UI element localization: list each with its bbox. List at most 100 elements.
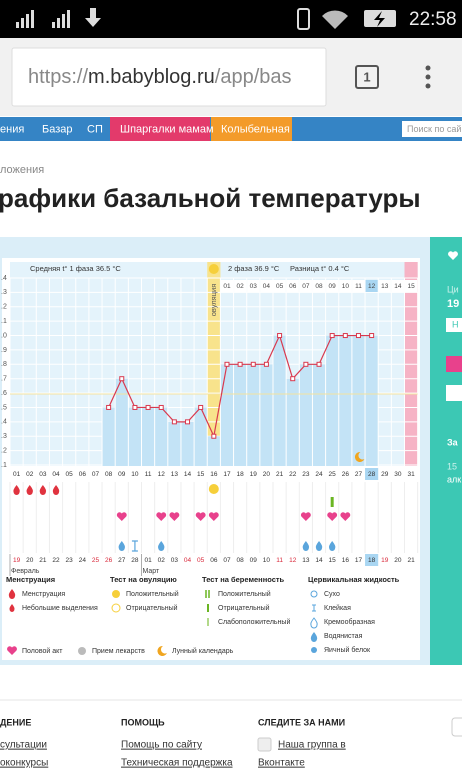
temperature-point [132, 404, 138, 410]
temperature-point [198, 404, 204, 410]
search-box[interactable] [402, 121, 462, 137]
x-tick-label: 02 [26, 471, 34, 478]
x-tick-label: 10 [131, 471, 139, 478]
x-tick-label: 20 [263, 471, 271, 478]
temperature-column [180, 421, 195, 466]
sidebar-heart [448, 251, 458, 260]
nav-item[interactable]: Базар [42, 123, 73, 135]
status-icons [16, 8, 396, 30]
temperature-column [325, 335, 339, 466]
legend-item: Отрицательный [218, 604, 270, 612]
y-tick-label: .7 [1, 376, 7, 383]
sidebar-text: За [447, 437, 459, 447]
temperature-column [141, 407, 155, 466]
clock: 22:58 [409, 9, 457, 30]
phase2-day-cell [352, 280, 365, 292]
footer-title: СЛЕДИТЕ ЗА НАМИ [258, 717, 345, 727]
legend-icon [312, 604, 316, 612]
x-tick-label: 12 [158, 471, 166, 478]
phase2-day: 13 [381, 283, 389, 290]
x-tick-label: 13 [171, 471, 179, 478]
sidebar-share[interactable] [446, 356, 462, 372]
legend-icon [8, 589, 16, 599]
phase2-day: 08 [315, 283, 323, 290]
y-tick-label: .5 [1, 404, 7, 411]
date-label: 03 [171, 557, 179, 564]
footer-link[interactable]: сультации [0, 740, 47, 751]
date-label: 07 [223, 557, 231, 564]
phase1-average: Средняя t° 1 фаза 36.5 °C [30, 264, 121, 273]
temperature-difference: Разница t° 0.4 °C [290, 264, 350, 273]
fluid-sticky [131, 540, 138, 552]
nav-item[interactable]: СП [87, 123, 103, 135]
phase2-day-cell [339, 280, 352, 292]
intercourse-heart [327, 512, 338, 521]
tab-count: 1 [363, 69, 370, 84]
temperature-column [286, 378, 300, 466]
breadcrumb[interactable]: ложения [0, 164, 44, 176]
x-tick-label: 27 [355, 471, 363, 478]
y-tick-label: .4 [1, 275, 7, 282]
y-tick-label: .3 [1, 433, 7, 440]
fluid-drop [315, 541, 323, 551]
tabs-button[interactable] [355, 65, 379, 89]
footer-link[interactable]: Наша группа в [278, 740, 346, 751]
nav-item[interactable]: ения [0, 123, 24, 135]
y-tick-label: .4 [1, 419, 7, 426]
y-tick-label: .6 [1, 390, 7, 397]
legend-title: Тест на беременность [202, 575, 285, 584]
date-label: 24 [79, 557, 87, 564]
url[interactable]: https://m.babyblog.ru/app/bas [28, 66, 292, 88]
y-tick-label: .8 [1, 361, 7, 368]
temperature-point [250, 361, 256, 367]
x-tick-label: 31 [407, 471, 415, 478]
date-label: 04 [184, 557, 192, 564]
temperature-point [224, 361, 230, 367]
sidebar-share[interactable] [446, 385, 462, 401]
legend-icon [7, 646, 17, 655]
sidebar-text: 19 [447, 298, 459, 310]
x-tick-label: 04 [52, 471, 60, 478]
phase2-day: 04 [263, 283, 271, 290]
temperature-point [316, 361, 322, 367]
sidebar-text: алк [447, 474, 461, 484]
date-label: 15 [329, 557, 337, 564]
menu-button[interactable] [425, 65, 431, 89]
legend-item: Яичный белок [324, 646, 371, 654]
nav-item[interactable]: Колыбельная [221, 123, 290, 135]
temperature-point [237, 361, 243, 367]
y-tick-label: .9 [1, 347, 7, 354]
date-label: 06 [210, 557, 218, 564]
url-box[interactable] [11, 47, 327, 107]
legend-icon [111, 603, 121, 613]
intercourse-heart [156, 512, 167, 521]
date-label: 14 [315, 557, 323, 564]
footer-link[interactable]: Вконтакте [258, 758, 305, 769]
date-label: 28 [131, 557, 139, 564]
date-label: 16 [342, 557, 350, 564]
legend-item: Положительный [218, 590, 271, 598]
menstruation-drop [39, 485, 47, 495]
footer-link[interactable]: Помощь по сайту [121, 740, 202, 751]
x-tick-label: 03 [39, 471, 47, 478]
x-tick-label: 29 [381, 471, 389, 478]
ovulation-sun [208, 264, 219, 274]
legend-icon [9, 604, 15, 612]
temperature-point [342, 333, 348, 339]
menstruation-drop [26, 485, 33, 495]
date-label: 25 [92, 557, 100, 564]
legend-icon [205, 590, 210, 598]
ovulation-label: овуляция [209, 284, 218, 317]
today-date-cell [365, 554, 379, 566]
footer-link[interactable]: оконкурсы [0, 758, 48, 769]
pregnancy-test [330, 497, 334, 507]
ovulation-test [208, 484, 219, 494]
legend-icon [310, 590, 318, 598]
phase2-day: 14 [394, 283, 402, 290]
date-label: 21 [39, 557, 47, 564]
sidebar-button[interactable] [446, 318, 462, 332]
footer-link[interactable]: Техническая поддержка [121, 758, 233, 769]
nav-item[interactable]: Шпаргалки мамам [120, 123, 214, 135]
x-tick-label: 11 [145, 471, 152, 478]
x-tick-label: 23 [302, 471, 310, 478]
